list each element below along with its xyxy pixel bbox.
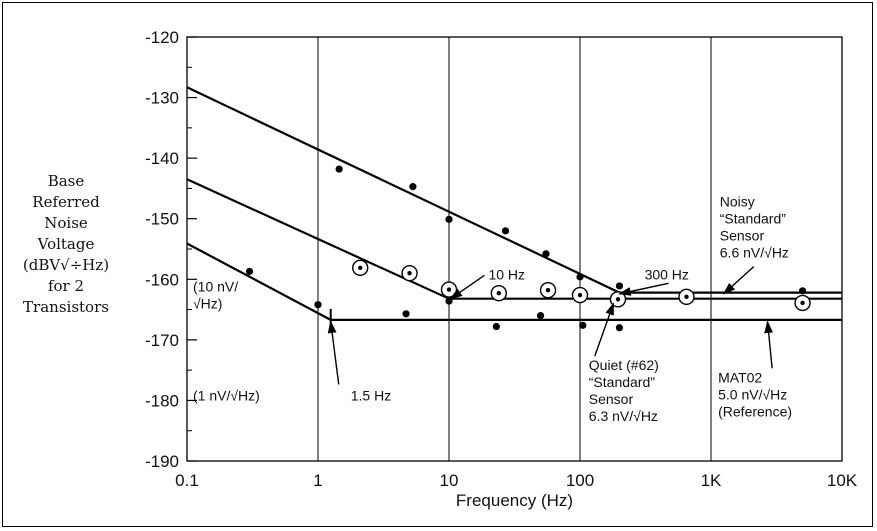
- annotation-line: (Reference): [718, 403, 792, 419]
- x-tick-label: 1K: [701, 471, 722, 490]
- data-point: [335, 165, 343, 173]
- annotation-arrow: [618, 282, 669, 296]
- x-axis-label: Frequency (Hz): [456, 491, 573, 510]
- data-point: [314, 301, 322, 309]
- data-point: [402, 310, 410, 318]
- y-axis-label-line: Voltage: [37, 235, 95, 253]
- y-axis-label-line: (dBV√÷Hz): [23, 256, 109, 274]
- annotation-text: 10 Hz: [488, 266, 525, 282]
- data-point: [536, 312, 545, 320]
- annotation-arrow: [764, 320, 774, 369]
- data-point: [542, 250, 550, 258]
- data-point-center: [684, 294, 689, 300]
- annotation-text: Quiet (#62) “Standard” Sensor 6.3 nV/√Hz: [589, 357, 659, 424]
- annotation-arrow: [722, 266, 755, 295]
- data-point-center: [577, 292, 583, 298]
- data-point: [409, 183, 417, 191]
- annotation-line: 6.6 nV/√Hz: [720, 245, 789, 261]
- data-point: [492, 322, 500, 331]
- annotation-line: (1 nV/√Hz): [193, 387, 260, 403]
- x-tick-label: 100: [566, 471, 594, 490]
- data-point-center: [545, 287, 551, 293]
- annotation-line: Noisy: [720, 194, 755, 210]
- y-tick-label: -150: [145, 210, 179, 229]
- annotation-line: “Standard”: [589, 374, 655, 390]
- annotation-line: 5.0 nV/√Hz: [718, 386, 787, 402]
- annotation-line: √Hz): [193, 295, 222, 311]
- y-tick-label: -160: [145, 270, 179, 289]
- y-tick-label: -120: [145, 28, 179, 47]
- y-axis-label-line: for 2: [48, 277, 84, 295]
- data-point-center: [496, 291, 502, 296]
- x-tick-label: 0.1: [175, 471, 199, 490]
- annotation-line: 1.5 Hz: [351, 387, 391, 403]
- annotation-line: 6.3 nV/√Hz: [589, 408, 658, 424]
- data-point: [579, 321, 587, 329]
- data-point: [445, 215, 453, 223]
- annotation-arrow: [594, 302, 615, 357]
- annotation-line: Sensor: [720, 228, 765, 244]
- data-point-center: [800, 300, 805, 306]
- x-tick-label: 10K: [827, 471, 858, 490]
- data-point: [615, 282, 624, 290]
- annotation-line: 10 Hz: [488, 266, 525, 282]
- y-tick-label: -190: [145, 452, 179, 471]
- data-point-center: [358, 265, 363, 270]
- data-point-center: [407, 271, 412, 276]
- annotation-arrow: [327, 320, 340, 385]
- data-point: [798, 287, 807, 295]
- annotation-text: (10 nV/√Hz): [193, 278, 238, 311]
- y-tick-label: -170: [145, 331, 179, 350]
- y-axis-label-line: Noise: [44, 214, 88, 232]
- annotation-line: (10 nV/: [193, 278, 238, 294]
- annotation-line: 300 Hz: [645, 266, 689, 282]
- annotation-line: Quiet (#62): [589, 357, 659, 373]
- y-axis-label-line: Transistors: [23, 298, 109, 316]
- fit-line: [186, 86, 842, 294]
- data-point: [501, 227, 510, 235]
- y-tick-label: -140: [145, 149, 179, 168]
- y-axis-label: Base Referred Noise Voltage (dBV√÷Hz) for 2 Tr…: [23, 172, 109, 316]
- data-point: [245, 267, 254, 276]
- annotation-line: Sensor: [589, 391, 634, 407]
- y-axis-label-line: Referred: [32, 193, 100, 211]
- data-point: [615, 324, 624, 332]
- annotation-text: 1.5 Hz: [351, 387, 391, 403]
- y-tick-label: -130: [145, 89, 179, 108]
- data-point-center: [446, 287, 452, 292]
- annotation-text: 300 Hz: [645, 266, 689, 282]
- y-tick-label: -180: [145, 391, 179, 410]
- y-axis-label-line: Base: [48, 172, 85, 190]
- x-tick-label: 1: [313, 471, 322, 490]
- annotation-text: (1 nV/√Hz): [193, 387, 260, 403]
- x-tick-label: 10: [440, 471, 459, 490]
- data-point: [576, 273, 584, 281]
- annotation-line: “Standard”: [720, 211, 786, 227]
- annotation-line: MAT02: [718, 369, 762, 385]
- data-point-center: [615, 297, 621, 302]
- annotation-text: Noisy “Standard” Sensor 6.6 nV/√Hz: [720, 194, 789, 261]
- annotation-text: MAT02 5.0 nV/√Hz (Reference): [718, 369, 792, 419]
- annotation-arrow: [449, 274, 485, 300]
